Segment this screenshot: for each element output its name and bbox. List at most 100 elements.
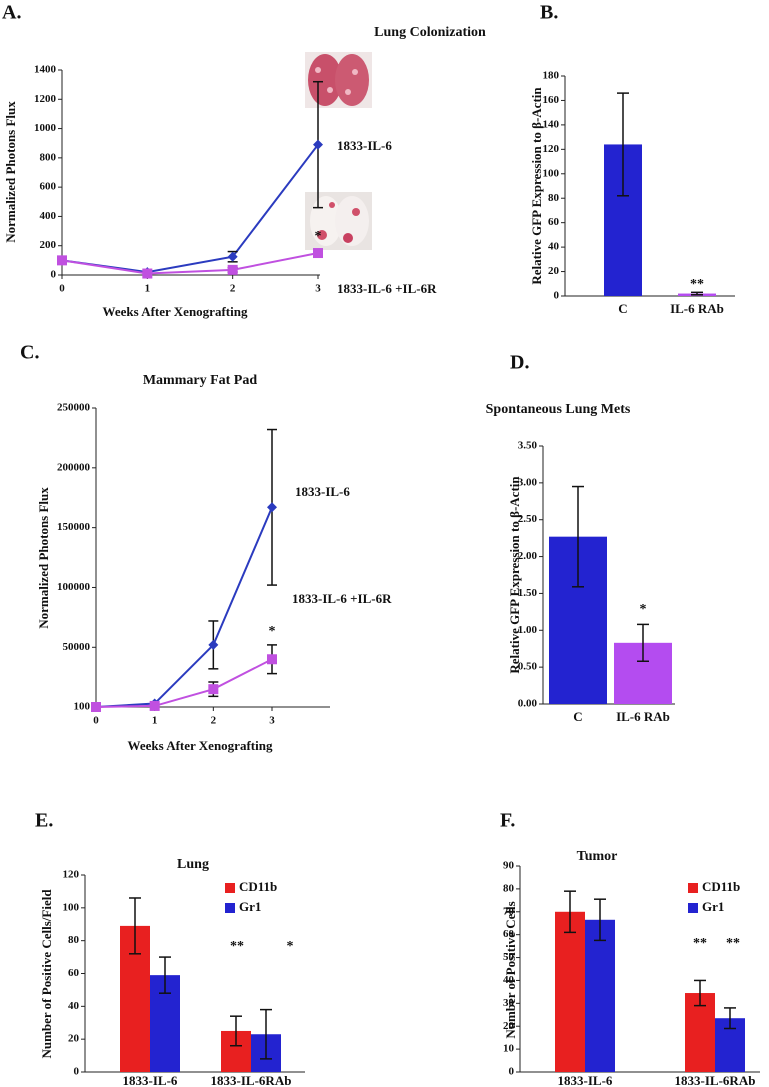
panel-label: B.: [540, 2, 558, 24]
y-tick-label: 20: [503, 1020, 515, 1032]
y-tick-label: 160: [543, 94, 560, 106]
y-tick-label: 0: [554, 290, 560, 302]
y-tick-label: 70: [503, 905, 515, 917]
y-tick-label: 1.50: [518, 587, 538, 599]
y-axis-label: Normalized Photons Flux: [3, 101, 18, 243]
y-tick-label: 1000: [34, 122, 57, 134]
y-tick-label: 80: [503, 882, 515, 894]
x-tick-label: 2: [211, 715, 217, 727]
point: [313, 248, 323, 259]
annotation: **: [726, 936, 740, 951]
y-tick-label: 150000: [57, 521, 91, 533]
y-tick-label: 3.50: [518, 440, 538, 452]
chart-title: Lung: [177, 857, 209, 872]
x-tick-label: 0: [93, 715, 99, 727]
chart-title: Mammary Fat Pad: [143, 373, 258, 388]
y-tick-label: 20: [68, 1033, 80, 1045]
panel-label: C.: [20, 342, 39, 364]
y-tick-label: 40: [68, 1000, 80, 1012]
y-tick-label: 400: [40, 210, 57, 222]
line: [95, 658, 273, 708]
lung-photo: [305, 192, 372, 250]
x-tick-label: 2: [230, 283, 236, 295]
y-tick-label: 800: [40, 151, 57, 163]
y-axis-label: Number of Positive Cells/Field: [39, 889, 54, 1059]
y-tick-label: 120: [63, 869, 80, 881]
x-tick-label: C: [618, 301, 627, 316]
bar: [585, 919, 615, 1072]
annotation: *: [269, 624, 276, 639]
x-axis-label: Weeks After Xenografting: [103, 304, 248, 319]
y-tick-label: 10: [503, 1043, 515, 1055]
y-tick-label: 120: [543, 143, 560, 155]
y-tick-label: 2.50: [518, 513, 538, 525]
point: [149, 700, 160, 711]
y-tick-label: 30: [503, 997, 515, 1009]
series-label: 1833-IL-6: [295, 484, 350, 499]
y-tick-label: 180: [543, 70, 560, 82]
y-tick-label: 0.00: [518, 698, 538, 710]
legend-swatch: [688, 903, 698, 913]
x-tick-label: 1833-IL-6RAb: [211, 1073, 292, 1087]
y-tick-label: 100: [74, 701, 91, 713]
series-label: 1833-IL-6: [337, 138, 392, 153]
y-axis-label: Relative GFP Expression to β-Actin: [529, 87, 544, 285]
point: [91, 702, 101, 712]
y-tick-label: 0.50: [518, 661, 538, 673]
y-tick-label: 20: [548, 265, 560, 277]
panel-label: A.: [2, 2, 21, 24]
legend-swatch: [225, 883, 235, 893]
y-axis-label: Normalized Photons Flux: [36, 487, 51, 629]
point: [208, 684, 219, 695]
x-tick-label: 1: [152, 715, 158, 727]
chart-title: Lung Colonization: [374, 25, 486, 40]
legend-label: Gr1: [702, 899, 724, 914]
y-tick-label: 600: [40, 181, 57, 193]
lung-photo: [305, 52, 372, 108]
x-tick-label: 1833-IL-6RAb: [675, 1073, 756, 1087]
legend-label: CD11b: [239, 879, 277, 894]
x-tick-label: 1833-IL-6: [558, 1073, 613, 1087]
y-axis-label: Number of Positive Cells: [503, 901, 518, 1038]
annotation: **: [693, 936, 707, 951]
x-tick-label: C: [573, 709, 582, 724]
y-tick-label: 50000: [63, 641, 91, 653]
y-tick-label: 250000: [57, 402, 91, 414]
y-tick-label: 2.00: [518, 550, 538, 562]
point: [227, 264, 238, 275]
bar: [555, 911, 585, 1072]
x-tick-label: 1: [145, 283, 151, 295]
y-tick-label: 0: [509, 1066, 515, 1078]
y-tick-label: 1200: [34, 93, 57, 105]
point: [142, 268, 153, 279]
y-tick-label: 3.00: [518, 476, 538, 488]
y-axis-label: Relative GFP Expression to β-Actin: [507, 476, 522, 674]
panel-label: D.: [510, 352, 529, 374]
x-tick-label: 3: [269, 715, 275, 727]
y-tick-label: 0: [51, 269, 57, 281]
y-tick-label: 40: [548, 241, 560, 253]
point: [57, 255, 67, 266]
y-tick-label: 80: [68, 934, 80, 946]
y-tick-label: 50: [503, 951, 515, 963]
annotation: *: [315, 229, 322, 244]
chart-title: Spontaneous Lung Mets: [486, 402, 631, 417]
line: [61, 144, 319, 274]
y-tick-label: 80: [548, 192, 560, 204]
line: [61, 252, 319, 275]
panel-label: F.: [500, 810, 515, 832]
y-tick-label: 60: [68, 967, 80, 979]
x-axis-label: Weeks After Xenografting: [128, 738, 273, 753]
y-tick-label: 200: [40, 239, 57, 251]
y-tick-label: 200000: [57, 461, 91, 473]
point: [267, 654, 277, 665]
annotation: **: [230, 939, 244, 954]
series-label: 1833-IL-6 +IL-6R: [337, 281, 437, 296]
y-tick-label: 60: [548, 216, 560, 228]
point: [267, 502, 277, 513]
y-tick-label: 90: [503, 860, 515, 872]
y-tick-label: 100: [543, 167, 560, 179]
x-tick-label: 0: [59, 283, 65, 295]
